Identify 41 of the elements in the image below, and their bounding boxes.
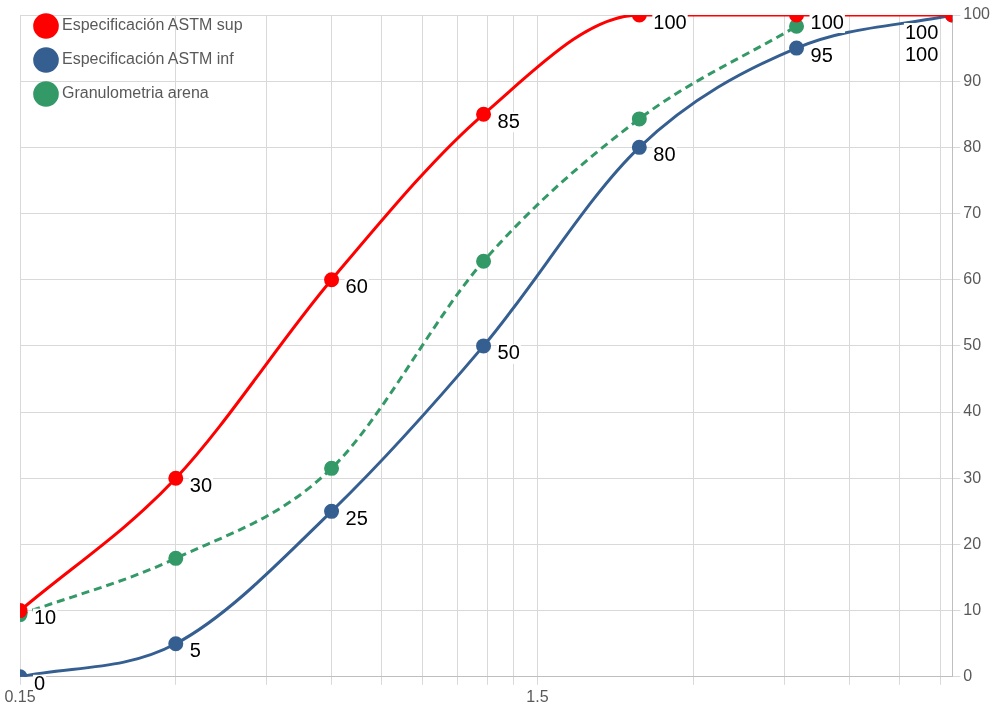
x-tick-label: 1.5 (526, 687, 549, 705)
data-label: 60 (345, 275, 368, 298)
y-tick-label: 10 (963, 601, 982, 619)
data-label: 100 (904, 20, 939, 43)
point (476, 106, 492, 122)
y-tick-label: 40 (963, 402, 982, 420)
x-tick-label: 0.15 (4, 687, 36, 705)
data-label: 95 (810, 43, 833, 66)
point (476, 338, 492, 354)
data-label: 30 (189, 473, 213, 496)
legend-label: Granulometria arena (62, 84, 209, 102)
data-label: 0 (34, 672, 46, 695)
data-label: 25 (345, 506, 368, 529)
point (476, 253, 492, 269)
data-label: 80 (653, 142, 676, 165)
data-label: 10 (34, 606, 57, 629)
y-tick-label: 80 (963, 137, 982, 155)
y-tick-label: 30 (963, 468, 982, 486)
data-label: 100 (653, 10, 687, 33)
data-label: 100 (904, 42, 939, 65)
point (168, 470, 184, 486)
legend-label: Especificación ASTM sup (62, 16, 243, 34)
y-tick-label: 100 (963, 5, 991, 23)
data-label: 100 (810, 10, 844, 33)
point (324, 460, 340, 476)
y-tick-label: 60 (963, 270, 982, 288)
y-tick-label: 90 (963, 71, 982, 89)
data-label: 50 (497, 341, 520, 364)
y-tick-label: 50 (963, 336, 982, 354)
point (631, 111, 647, 127)
point (168, 636, 184, 652)
data-label: 5 (189, 639, 201, 662)
y-tick-label: 0 (963, 667, 973, 685)
data-label: 85 (497, 109, 520, 132)
y-tick-label: 20 (963, 534, 982, 552)
point (631, 139, 647, 155)
point (324, 272, 340, 288)
legend-label: Especificación ASTM inf (62, 50, 235, 68)
point (324, 503, 340, 519)
y-tick-label: 70 (963, 203, 982, 221)
point (168, 550, 184, 566)
